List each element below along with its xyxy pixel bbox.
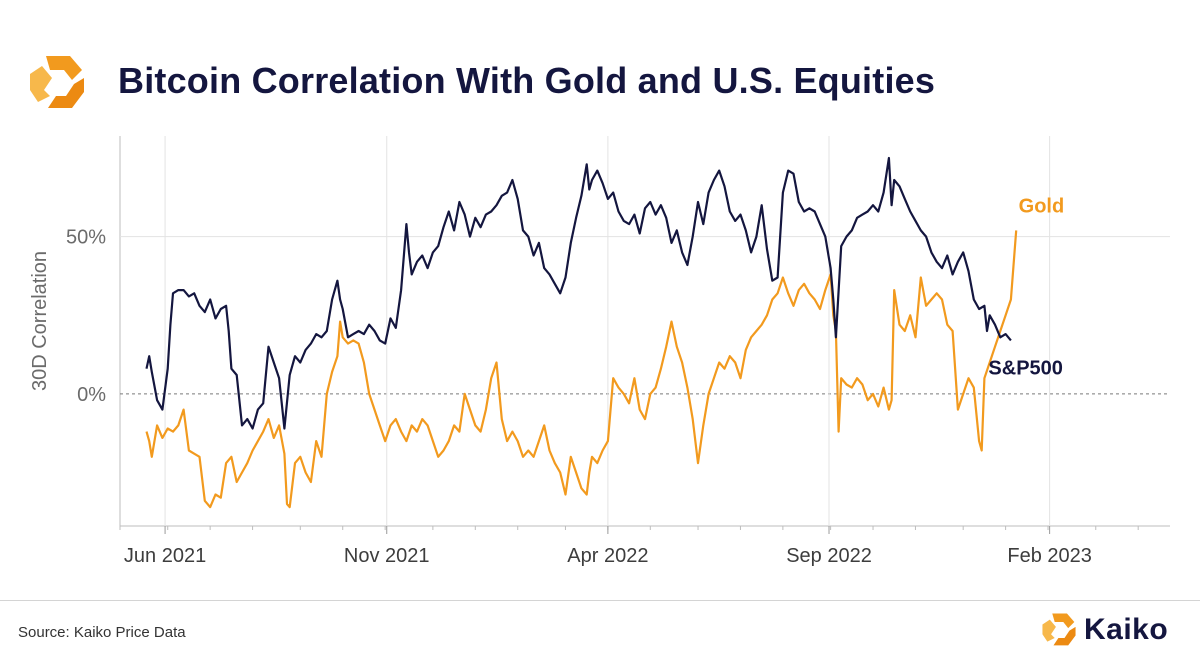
chart-title: Bitcoin Correlation With Gold and U.S. E…: [118, 60, 936, 101]
series-line-s-p500: [145, 156, 1012, 430]
x-tick-label: Nov 2021: [344, 545, 430, 567]
footer-divider: [0, 600, 1200, 601]
y-tick-label: 0%: [77, 384, 106, 406]
y-tick-label: 50%: [66, 227, 106, 249]
kaiko-header-logo-icon: [30, 56, 84, 108]
chart: 0% 50% Jun 2021 Nov 2021 Apr 2022 Sep 2022 Feb…: [29, 136, 1170, 567]
series-label-sp500: S&P500: [988, 357, 1063, 379]
x-tick-label: Feb 2023: [1007, 545, 1092, 567]
x-tick-label: Apr 2022: [567, 545, 648, 567]
source-note: Source: Kaiko Price Data: [18, 624, 186, 641]
kaiko-logo-icon: [1042, 613, 1076, 646]
y-axis-title: 30D Correlation: [29, 251, 51, 391]
brand: Kaiko: [1040, 610, 1168, 650]
x-tick-label: Jun 2021: [124, 545, 206, 567]
series-label-gold: Gold: [1019, 195, 1065, 217]
series-line-gold: [145, 230, 1018, 509]
brand-name: Kaiko: [1084, 613, 1169, 646]
x-tick-label: Sep 2022: [786, 545, 872, 567]
